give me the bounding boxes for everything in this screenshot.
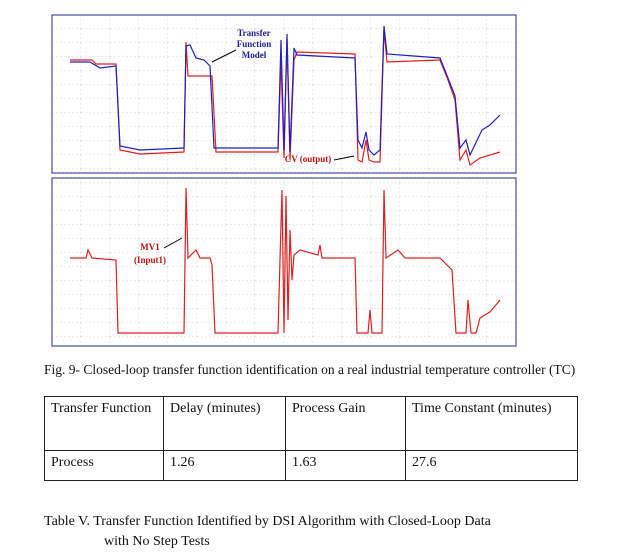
cell: Process [44, 450, 164, 481]
annotation: (Input1) [134, 255, 166, 265]
table: Transfer Function Delay (minutes) Proces… [44, 396, 578, 481]
cell: 27.6 [405, 450, 578, 481]
annotation: Model [242, 50, 267, 60]
annotation: MV1 [140, 242, 160, 252]
annotation: Transfer [237, 28, 270, 38]
annotation: CV (output) [285, 154, 332, 164]
model-trace [70, 25, 501, 157]
header-cell: Transfer Function [44, 396, 164, 451]
arrow [211, 49, 237, 63]
cv-trace [70, 29, 501, 166]
table-caption: with No Step Tests [104, 534, 210, 549]
table-caption: Table V. Transfer Function Identified by… [44, 514, 491, 529]
mv-trace [70, 187, 501, 334]
arrow [333, 155, 355, 161]
figure-caption: Fig. 9- Closed-loop transfer function id… [44, 362, 576, 377]
header-cell: Process Gain [285, 396, 406, 451]
cell: 1.63 [285, 450, 406, 481]
figure: Transfer Function Model CV (output) MV1 … [51, 14, 517, 347]
cell: 1.26 [163, 450, 286, 481]
arrow [163, 237, 183, 249]
annotation: Function [237, 39, 272, 49]
header-cell: Delay (minutes) [163, 396, 286, 451]
header-cell: Time Constant (minutes) [405, 396, 578, 451]
